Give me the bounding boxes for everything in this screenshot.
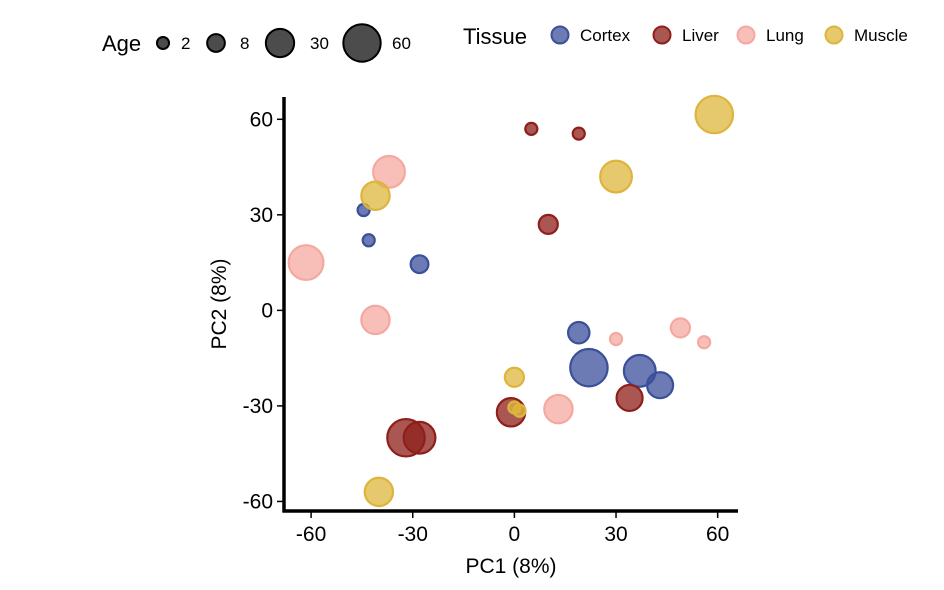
data-point-muscle [503, 366, 526, 388]
x-tick-label: -60 [296, 523, 326, 546]
size-legend-key [206, 33, 226, 53]
tissue-legend-label: Cortex [580, 26, 631, 45]
tissue-legend-key [736, 25, 756, 45]
legend: Age 2 8 30 60 Tissue Cortex Liver Lung Muscle [102, 23, 908, 63]
tissue-legend: Tissue Cortex Liver Lung Muscle [463, 24, 908, 49]
x-tick-label: 0 [509, 523, 521, 546]
tissue-legend-label: Muscle [854, 26, 908, 45]
data-point-cortex [409, 254, 430, 275]
y-axis-title: PC2 (8%) [208, 258, 231, 349]
data-point-liver [537, 213, 559, 236]
y-tick-label: 0 [261, 299, 273, 322]
data-point-liver [615, 383, 644, 413]
tissue-legend-label: Lung [766, 26, 804, 45]
data-point-lung [696, 335, 712, 350]
x-tick-label: -30 [398, 523, 428, 546]
data-point-muscle [360, 180, 391, 211]
tissue-legend-key [652, 25, 672, 45]
data-point-cortex [566, 320, 591, 345]
x-tick-label: 30 [604, 523, 627, 546]
data-point-cortex [645, 371, 675, 400]
data-point-lung [669, 317, 692, 339]
size-legend: Age 2 8 30 60 [102, 23, 411, 63]
data-point-liver [402, 420, 437, 455]
y-tick-label: 30 [250, 204, 273, 227]
data-point-muscle [512, 403, 527, 418]
series-cortex [356, 202, 675, 400]
axes: -60 -30 0 30 60 -60 -30 0 30 60 PC1 (8%) PC2 (8%) [208, 97, 738, 578]
tissue-legend-label: Liver [682, 26, 719, 45]
data-point-liver [571, 126, 586, 141]
size-legend-title: Age [102, 31, 141, 56]
size-legend-key [155, 35, 171, 51]
size-legend-label: 60 [392, 34, 411, 53]
data-point-lung [608, 331, 624, 347]
size-legend-label: 30 [310, 34, 329, 53]
series-muscle [360, 94, 735, 508]
data-point-cortex [361, 233, 376, 248]
data-point-lung [360, 304, 391, 336]
size-legend-key [264, 27, 296, 59]
size-legend-label: 8 [240, 34, 249, 53]
data-point-cortex [569, 347, 609, 388]
tissue-legend-key [550, 25, 570, 45]
x-axis-title: PC1 (8%) [465, 555, 556, 578]
data-point-lung [287, 244, 325, 282]
data-point-lung [372, 154, 406, 189]
y-tick-label: -60 [243, 490, 273, 513]
plot-points [287, 94, 735, 508]
data-point-lung [543, 393, 574, 425]
series-lung [287, 154, 712, 425]
size-legend-key [342, 23, 382, 63]
data-point-muscle [694, 94, 735, 135]
data-point-muscle [363, 476, 395, 508]
data-point-muscle [599, 159, 633, 194]
tissue-legend-key [824, 25, 844, 45]
y-tick-label: -30 [243, 395, 273, 418]
tissue-legend-title: Tissue [463, 24, 527, 49]
size-legend-label: 2 [181, 34, 190, 53]
y-tick-label: 60 [250, 108, 273, 131]
data-point-liver [524, 121, 539, 136]
x-tick-label: 60 [706, 523, 729, 546]
